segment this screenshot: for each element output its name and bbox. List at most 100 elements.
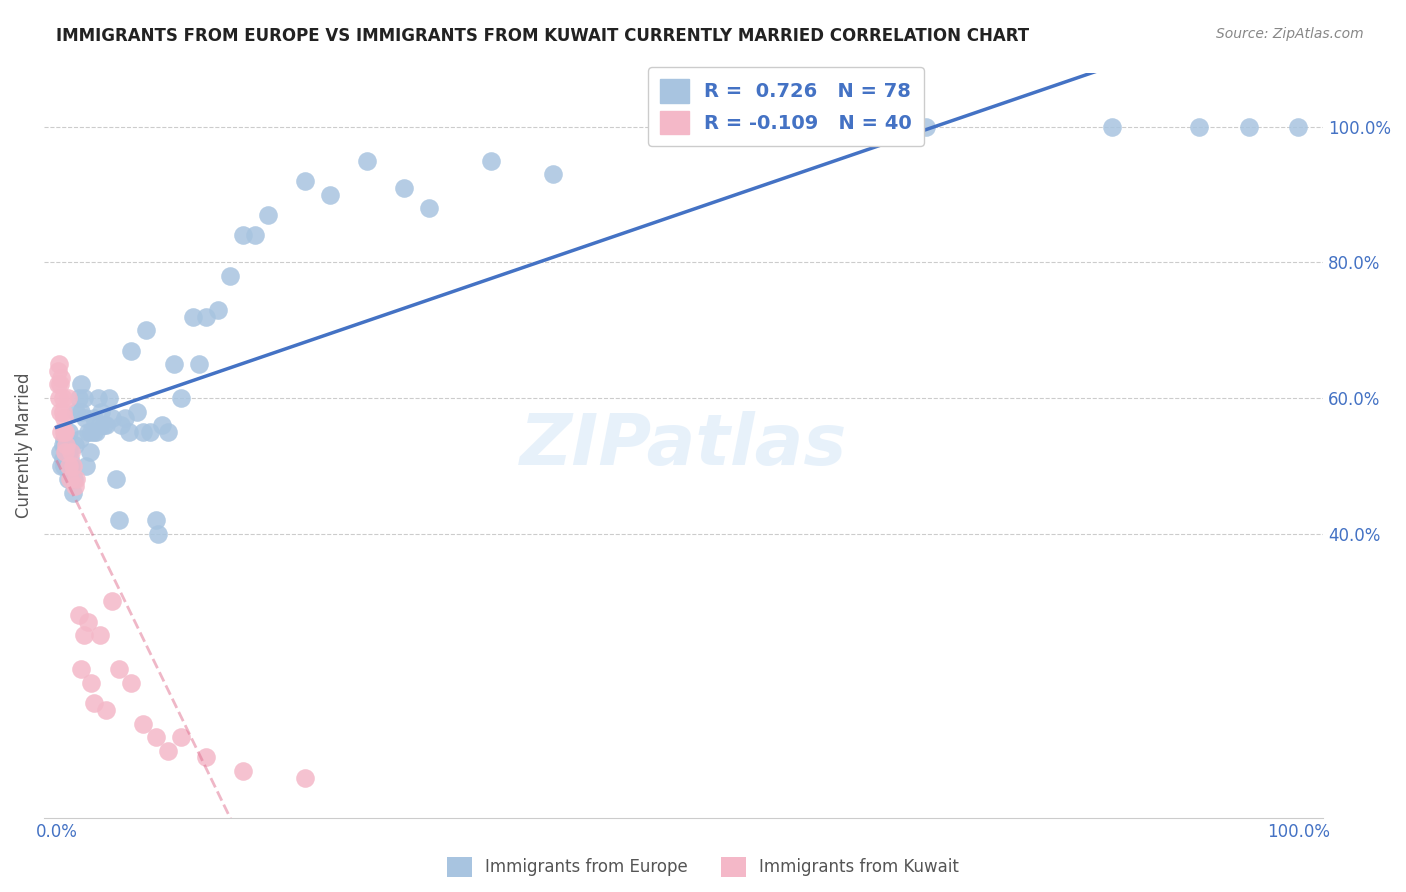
Point xyxy=(89,628,111,642)
Point xyxy=(49,377,72,392)
Point xyxy=(53,445,76,459)
Point xyxy=(188,357,211,371)
Y-axis label: Currently Married: Currently Married xyxy=(15,373,32,518)
Point xyxy=(132,716,155,731)
Point xyxy=(56,472,79,486)
Point xyxy=(62,458,84,473)
Point xyxy=(294,771,316,785)
Point xyxy=(56,458,79,473)
Point xyxy=(219,268,242,283)
Point xyxy=(97,391,120,405)
Point xyxy=(58,425,80,439)
Point xyxy=(120,676,142,690)
Point xyxy=(232,228,254,243)
Point xyxy=(101,411,124,425)
Point xyxy=(63,479,86,493)
Point xyxy=(49,445,72,459)
Point xyxy=(1286,120,1309,134)
Point xyxy=(51,425,73,439)
Point xyxy=(541,167,564,181)
Point xyxy=(356,153,378,168)
Point xyxy=(138,425,160,439)
Point xyxy=(63,472,86,486)
Point xyxy=(55,452,77,467)
Point xyxy=(170,391,193,405)
Point xyxy=(84,425,107,439)
Point xyxy=(65,404,87,418)
Point xyxy=(53,438,76,452)
Point xyxy=(59,472,82,486)
Point xyxy=(60,445,83,459)
Point xyxy=(96,703,118,717)
Point xyxy=(56,391,79,405)
Point xyxy=(48,357,70,371)
Point xyxy=(394,181,416,195)
Point xyxy=(70,662,93,676)
Point xyxy=(120,343,142,358)
Point xyxy=(479,153,502,168)
Point xyxy=(51,370,73,384)
Point xyxy=(67,607,90,622)
Point xyxy=(80,425,103,439)
Point xyxy=(53,425,76,439)
Point xyxy=(55,438,77,452)
Point xyxy=(75,458,97,473)
Point xyxy=(46,377,69,392)
Point xyxy=(86,391,108,405)
Point xyxy=(52,452,75,467)
Point xyxy=(70,404,93,418)
Point xyxy=(48,391,70,405)
Point xyxy=(1188,120,1211,134)
Point xyxy=(232,764,254,778)
Point xyxy=(59,452,82,467)
Point xyxy=(127,404,149,418)
Point xyxy=(52,391,75,405)
Point xyxy=(256,208,278,222)
Point xyxy=(75,411,97,425)
Point xyxy=(157,425,180,439)
Point xyxy=(69,432,91,446)
Point xyxy=(207,302,229,317)
Point xyxy=(132,425,155,439)
Point xyxy=(150,418,173,433)
Point xyxy=(194,750,217,764)
Point xyxy=(46,364,69,378)
Point xyxy=(666,120,689,134)
Point xyxy=(319,187,342,202)
Point xyxy=(145,730,167,744)
Point xyxy=(1101,120,1123,134)
Point xyxy=(76,615,98,629)
Point xyxy=(55,432,77,446)
Point xyxy=(790,120,813,134)
Point xyxy=(52,404,75,418)
Point xyxy=(107,513,129,527)
Point xyxy=(62,486,84,500)
Point xyxy=(89,418,111,433)
Text: ZIPatlas: ZIPatlas xyxy=(520,411,848,480)
Point xyxy=(157,744,180,758)
Point xyxy=(51,458,73,473)
Point xyxy=(49,404,72,418)
Point xyxy=(73,391,96,405)
Point xyxy=(181,310,204,324)
Point xyxy=(90,404,112,418)
Point xyxy=(67,391,90,405)
Point xyxy=(1237,120,1260,134)
Point xyxy=(294,174,316,188)
Text: Source: ZipAtlas.com: Source: ZipAtlas.com xyxy=(1216,27,1364,41)
Point xyxy=(914,120,936,134)
Point xyxy=(145,513,167,527)
Point xyxy=(53,445,76,459)
Point xyxy=(148,526,170,541)
Point xyxy=(53,458,76,473)
Point xyxy=(79,445,101,459)
Point xyxy=(76,425,98,439)
Legend: R =  0.726   N = 78, R = -0.109   N = 40: R = 0.726 N = 78, R = -0.109 N = 40 xyxy=(648,67,924,146)
Point xyxy=(53,411,76,425)
Point xyxy=(93,418,115,433)
Point xyxy=(58,445,80,459)
Point xyxy=(53,432,76,446)
Point xyxy=(163,357,186,371)
Point xyxy=(83,425,105,439)
Point xyxy=(101,594,124,608)
